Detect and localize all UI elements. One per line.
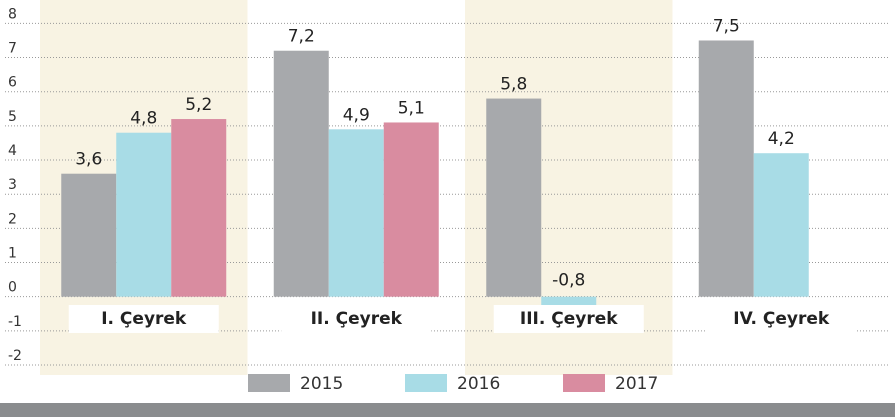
y-tick-label: -2 <box>8 348 22 364</box>
category-label-box <box>281 305 432 333</box>
y-tick-label: 8 <box>8 6 17 22</box>
category-label-box <box>68 305 219 333</box>
bar <box>61 173 117 297</box>
y-tick-label: 0 <box>8 280 17 296</box>
value-label: 7,2 <box>288 27 315 47</box>
y-tick-label: 5 <box>8 109 17 125</box>
x-tick-label: III. Çeyrek <box>520 309 618 329</box>
bar <box>753 153 809 297</box>
legend-swatch <box>405 374 447 392</box>
bar <box>383 122 439 297</box>
bar <box>116 132 172 297</box>
y-tick-label: -1 <box>8 314 22 330</box>
y-tick-label: 4 <box>8 143 17 159</box>
category-label-box <box>493 305 644 333</box>
value-label: 4,2 <box>768 129 795 149</box>
legend-label: 2015 <box>300 374 343 394</box>
x-tick-label: I. Çeyrek <box>101 309 187 329</box>
value-label: 3,6 <box>75 150 102 170</box>
value-label: 5,1 <box>398 98 425 118</box>
x-tick-label: II. Çeyrek <box>311 309 403 329</box>
value-label: 4,9 <box>343 105 370 125</box>
bar <box>273 50 329 297</box>
value-label: 7,5 <box>713 16 740 36</box>
y-tick-label: 1 <box>8 246 17 262</box>
bar <box>486 98 542 297</box>
value-label: 4,8 <box>130 109 157 129</box>
legend-label: 2016 <box>457 374 500 394</box>
y-tick-label: 7 <box>8 41 17 57</box>
x-tick-label: IV. Çeyrek <box>733 309 830 329</box>
bar <box>698 40 754 297</box>
footer-bar <box>0 403 895 417</box>
legend-swatch <box>563 374 605 392</box>
legend-swatch <box>248 374 290 392</box>
value-label: -0,8 <box>552 271 585 291</box>
y-tick-label: 6 <box>8 75 17 91</box>
legend-label: 2017 <box>615 374 658 394</box>
category-label-box <box>706 305 857 333</box>
y-tick-label: 3 <box>8 177 17 193</box>
bar <box>171 119 227 297</box>
bar <box>328 129 384 297</box>
y-tick-label: 2 <box>8 211 17 227</box>
value-label: 5,2 <box>185 95 212 115</box>
value-label: 5,8 <box>500 75 527 95</box>
